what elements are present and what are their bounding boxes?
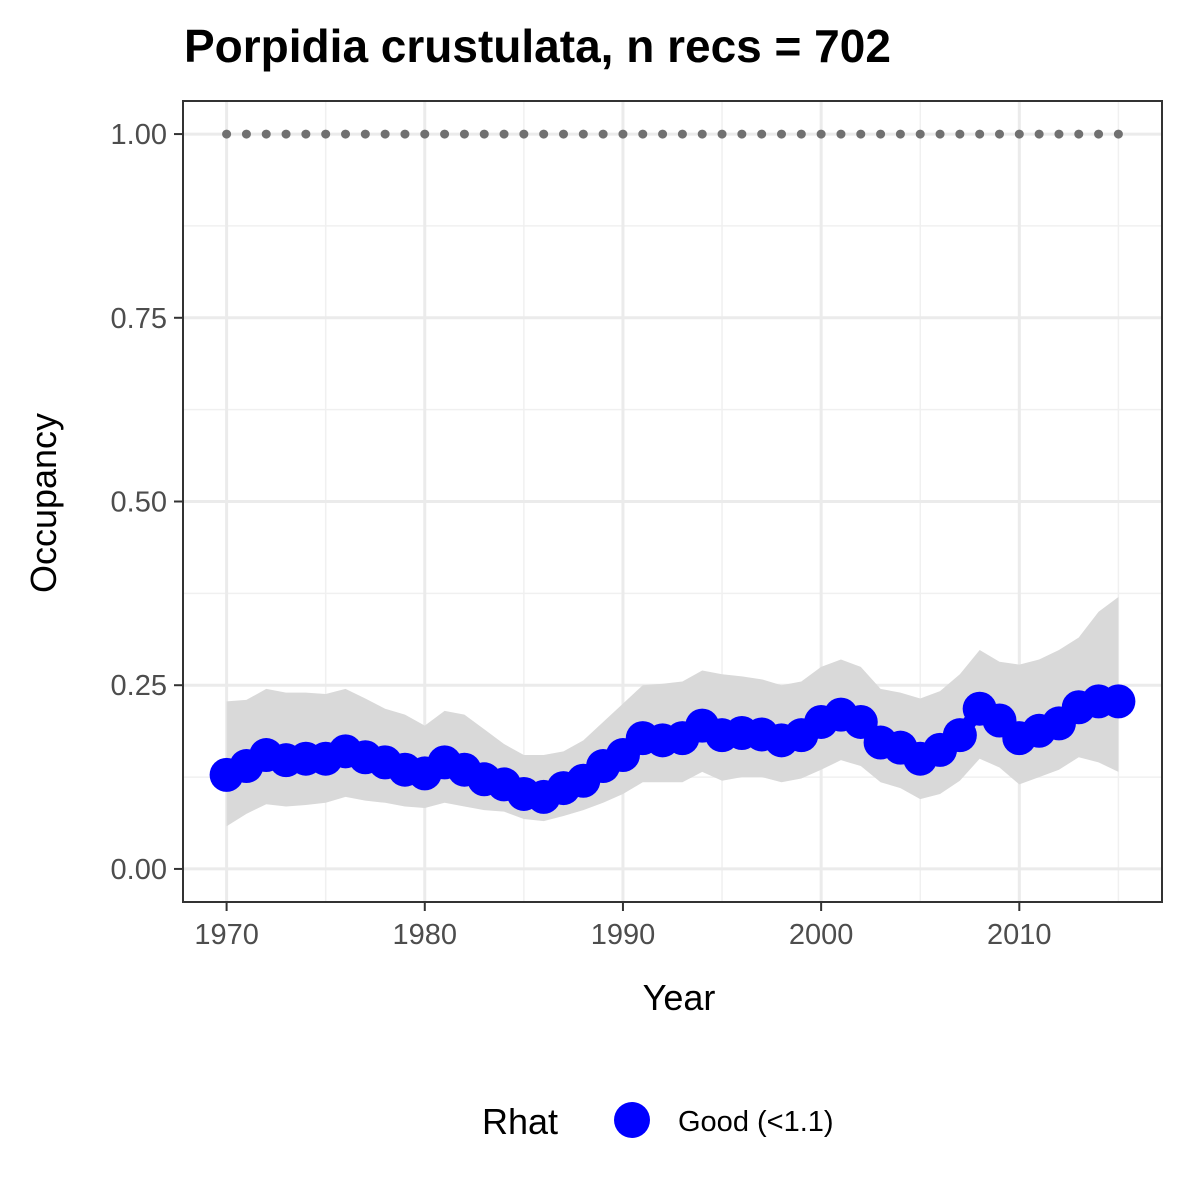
occupancy-point xyxy=(1101,684,1136,719)
reference-point xyxy=(757,129,767,139)
reference-point xyxy=(638,129,648,139)
reference-point xyxy=(459,129,469,139)
reference-point xyxy=(400,129,410,139)
x-tick-label: 1980 xyxy=(393,919,458,951)
reference-point xyxy=(1113,129,1123,139)
reference-point xyxy=(618,129,628,139)
reference-point xyxy=(479,129,489,139)
y-tick-label: 0.75 xyxy=(111,303,167,335)
y-axis: 0.00 0.25 0.50 0.75 1.00 xyxy=(111,119,183,886)
reference-point xyxy=(955,129,965,139)
reference-point xyxy=(1034,129,1044,139)
reference-point xyxy=(1054,129,1064,139)
reference-point xyxy=(519,129,529,139)
y-tick-label: 0.25 xyxy=(111,670,167,702)
reference-point xyxy=(816,129,826,139)
reference-point xyxy=(876,129,886,139)
reference-point xyxy=(598,129,608,139)
reference-point xyxy=(658,129,668,139)
reference-point xyxy=(222,129,232,139)
reference-point xyxy=(559,129,569,139)
reference-point xyxy=(281,129,291,139)
reference-point xyxy=(301,129,311,139)
legend-key-good xyxy=(614,1102,650,1138)
reference-point xyxy=(717,129,727,139)
y-tick-label: 0.00 xyxy=(111,854,167,886)
reference-point xyxy=(241,129,251,139)
x-tick-label: 1990 xyxy=(591,919,656,951)
y-tick-label: 0.50 xyxy=(111,487,167,519)
legend: Rhat Good (<1.1) xyxy=(482,1101,834,1142)
reference-point xyxy=(1014,129,1024,139)
reference-point xyxy=(935,129,945,139)
reference-point xyxy=(677,129,687,139)
reference-point xyxy=(380,129,390,139)
reference-point xyxy=(796,129,806,139)
occupancy-series xyxy=(209,684,1136,814)
reference-point xyxy=(1094,129,1104,139)
reference-point xyxy=(420,129,430,139)
reference-point xyxy=(856,129,866,139)
reference-point xyxy=(578,129,588,139)
x-tick-label: 1970 xyxy=(194,919,259,951)
y-axis-title: Occupancy xyxy=(23,413,64,593)
reference-point xyxy=(895,129,905,139)
x-tick-label: 2010 xyxy=(987,919,1052,951)
x-tick-label: 2000 xyxy=(789,919,854,951)
reference-point xyxy=(499,129,509,139)
reference-line-series xyxy=(222,129,1123,139)
reference-point xyxy=(1074,129,1084,139)
legend-label-good: Good (<1.1) xyxy=(678,1106,834,1138)
reference-point xyxy=(915,129,925,139)
reference-point xyxy=(321,129,331,139)
y-tick-label: 1.00 xyxy=(111,119,167,151)
reference-point xyxy=(341,129,351,139)
reference-point xyxy=(836,129,846,139)
occupancy-point xyxy=(942,718,977,753)
reference-point xyxy=(360,129,370,139)
reference-point xyxy=(994,129,1004,139)
x-axis: 1970 1980 1990 2000 2010 xyxy=(194,902,1052,951)
reference-point xyxy=(776,129,786,139)
reference-point xyxy=(737,129,747,139)
reference-point xyxy=(975,129,985,139)
reference-point xyxy=(539,129,549,139)
reference-point xyxy=(440,129,450,139)
legend-title: Rhat xyxy=(482,1101,558,1142)
x-axis-title: Year xyxy=(643,977,716,1018)
reference-point xyxy=(697,129,707,139)
chart-title: Porpidia crustulata, n recs = 702 xyxy=(184,20,891,72)
reference-point xyxy=(261,129,271,139)
